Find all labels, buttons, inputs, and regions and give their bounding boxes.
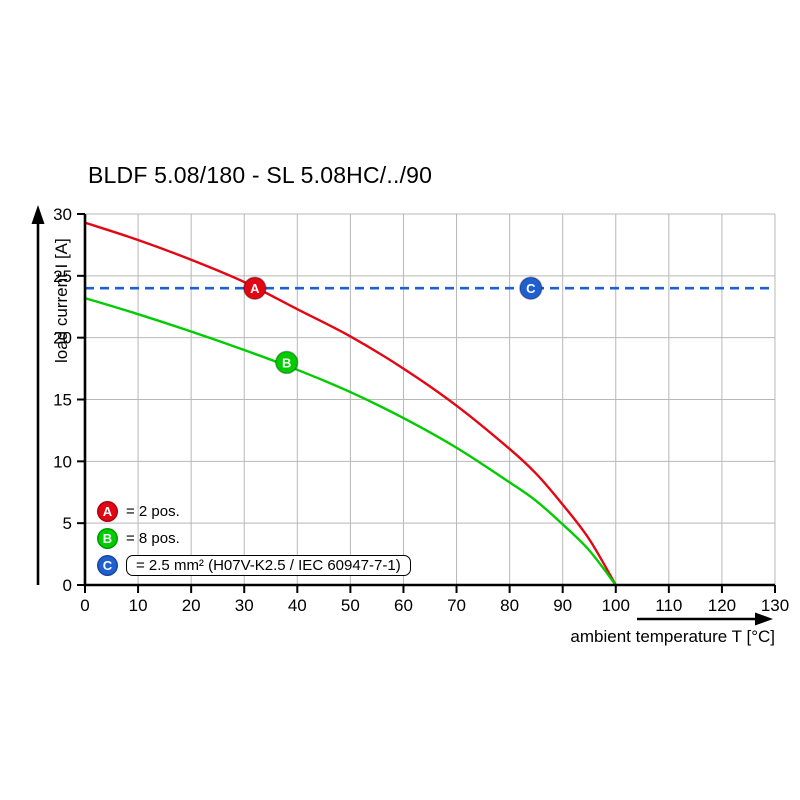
svg-text:15: 15 [53,391,72,410]
svg-text:10: 10 [129,596,148,615]
x-axis-label: ambient temperature T [°C] [570,627,775,646]
series-c-marker-icon: C [97,555,118,576]
legend: A = 2 pos. B = 8 pos. C = 2.5 mm² (H07V-… [97,500,411,581]
legend-item-b: B = 8 pos. [97,527,411,550]
svg-text:50: 50 [341,596,360,615]
svg-text:20: 20 [182,596,201,615]
svg-text:100: 100 [602,596,630,615]
svg-text:60: 60 [394,596,413,615]
svg-text:20: 20 [53,329,72,348]
svg-text:80: 80 [500,596,519,615]
legend-item-b-label: = 8 pos. [126,530,180,547]
legend-item-a: A = 2 pos. [97,500,411,523]
svg-text:130: 130 [761,596,789,615]
svg-text:120: 120 [708,596,736,615]
svg-text:A: A [250,281,260,296]
y-axis-label: load current I [A] [52,238,71,363]
svg-text:C: C [526,281,536,296]
svg-text:0: 0 [63,576,72,595]
page-title: BLDF 5.08/180 - SL 5.08HC/../90 [88,162,433,188]
svg-text:5: 5 [63,514,72,533]
svg-text:90: 90 [553,596,572,615]
svg-text:30: 30 [235,596,254,615]
svg-text:30: 30 [53,205,72,224]
svg-text:70: 70 [447,596,466,615]
svg-text:25: 25 [53,267,72,286]
svg-text:B: B [282,355,291,370]
legend-item-c-label: = 2.5 mm² (H07V-K2.5 / IEC 60947-7-1) [126,555,411,576]
legend-item-c: C = 2.5 mm² (H07V-K2.5 / IEC 60947-7-1) [97,554,411,577]
svg-text:10: 10 [53,452,72,471]
svg-text:0: 0 [80,596,89,615]
svg-text:110: 110 [655,596,682,615]
series-a-marker-icon: A [97,501,118,522]
series-b-marker-icon: B [97,528,118,549]
svg-text:40: 40 [288,596,307,615]
legend-item-a-label: = 2 pos. [126,503,180,520]
